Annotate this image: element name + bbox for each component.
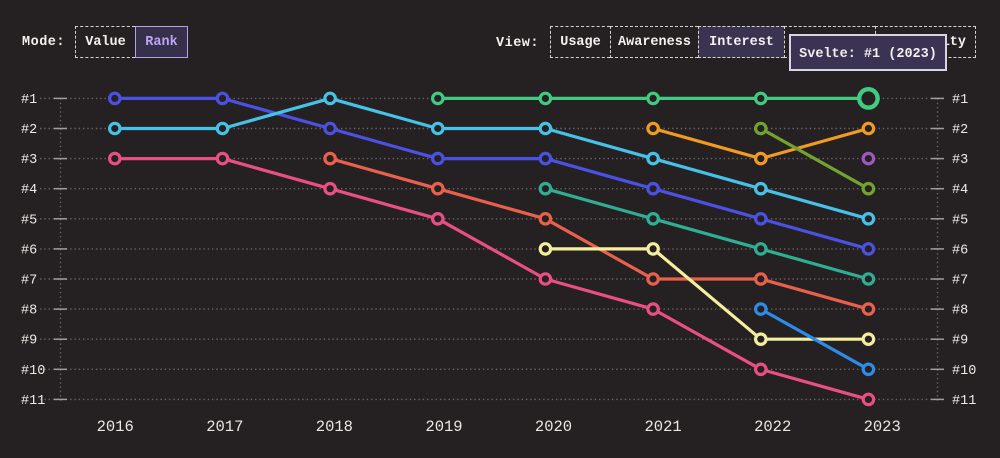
svg-text:#8: #8 <box>21 304 37 319</box>
svg-text:#4: #4 <box>952 183 968 198</box>
svg-text:2023: 2023 <box>864 418 901 436</box>
svg-text:2018: 2018 <box>316 418 353 436</box>
svg-text:#10: #10 <box>952 364 976 379</box>
svg-text:2019: 2019 <box>425 418 462 436</box>
svg-text:#11: #11 <box>21 394 45 409</box>
svg-text:#7: #7 <box>21 274 37 289</box>
svg-text:#2: #2 <box>21 123 37 138</box>
svg-text:#5: #5 <box>952 213 968 228</box>
svg-text:#11: #11 <box>952 394 976 409</box>
svg-text:#4: #4 <box>21 183 37 198</box>
svg-text:#9: #9 <box>21 334 37 349</box>
svg-text:#3: #3 <box>952 153 968 168</box>
svg-text:#6: #6 <box>952 243 968 258</box>
svg-text:2020: 2020 <box>535 418 572 436</box>
svg-text:#6: #6 <box>21 243 37 258</box>
svg-text:#9: #9 <box>952 334 968 349</box>
svg-text:#10: #10 <box>21 364 45 379</box>
svg-text:2016: 2016 <box>97 418 134 436</box>
svg-text:#1: #1 <box>21 93 37 108</box>
svg-text:#5: #5 <box>21 213 37 228</box>
svg-text:#1: #1 <box>952 93 968 108</box>
svg-text:2017: 2017 <box>206 418 243 436</box>
svg-text:#8: #8 <box>952 304 968 319</box>
svg-text:2021: 2021 <box>644 418 681 436</box>
svg-text:#3: #3 <box>21 153 37 168</box>
svg-text:#2: #2 <box>952 123 968 138</box>
svg-text:#7: #7 <box>952 274 968 289</box>
svg-text:2022: 2022 <box>754 418 791 436</box>
